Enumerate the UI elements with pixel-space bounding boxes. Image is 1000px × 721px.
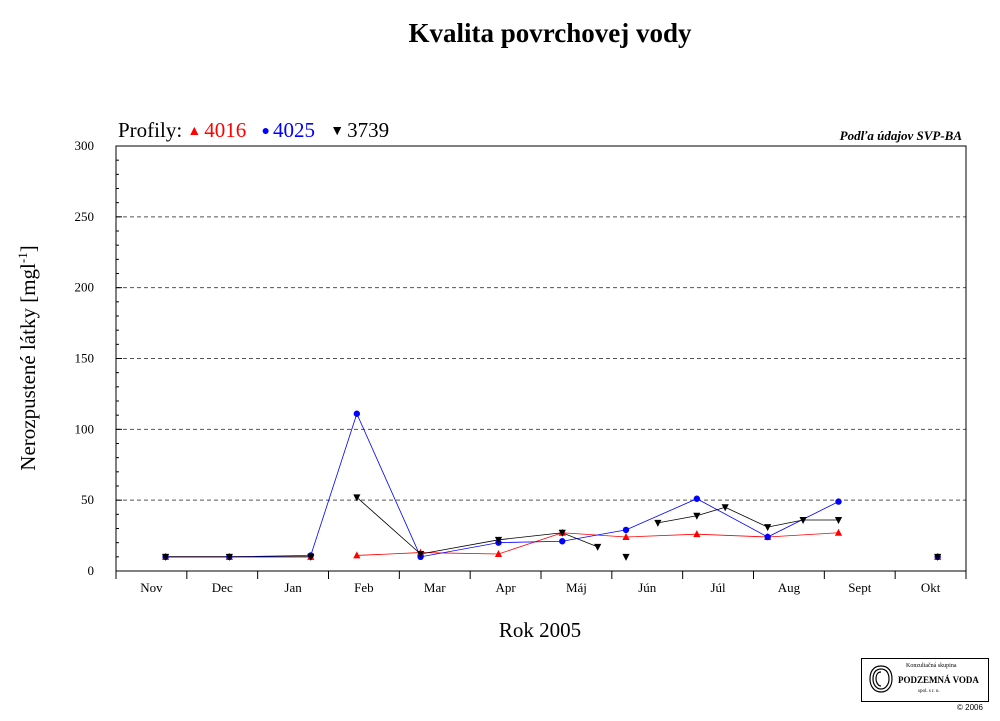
legend-item-4016: ▲ 4016 <box>187 118 251 142</box>
legend-item-label: 4025 <box>273 118 315 142</box>
x-tick-label: Júl <box>710 580 726 595</box>
data-point <box>225 553 233 561</box>
data-point <box>559 538 566 545</box>
y-tick-label: 250 <box>75 209 95 224</box>
logo-line2: PODZEMNÁ VODA <box>898 675 979 685</box>
logo-symbol-icon <box>869 665 893 693</box>
data-point <box>693 495 701 502</box>
data-point <box>416 551 425 558</box>
data-point <box>934 553 942 561</box>
data-point <box>353 494 361 502</box>
x-tick-label: Jan <box>284 580 302 595</box>
triangle-down-icon: ▼ <box>330 124 345 139</box>
data-point <box>494 550 503 557</box>
y-tick-label: 50 <box>81 492 94 507</box>
x-tick-label: Okt <box>921 580 941 595</box>
data-point <box>693 530 701 538</box>
triangle-up-icon: ▲ <box>187 124 202 139</box>
company-logo: Konzultačná skupina PODZEMNÁ VODA spol. … <box>861 658 989 702</box>
x-tick-label: Máj <box>566 580 587 595</box>
y-tick-label: 300 <box>75 138 95 153</box>
legend-item-label: 4016 <box>204 118 247 142</box>
x-tick-label: Aug <box>778 580 801 595</box>
y-tick-label: 200 <box>75 280 95 295</box>
y-tick-label: 100 <box>75 421 95 436</box>
data-point <box>307 553 315 561</box>
data-point <box>353 410 361 417</box>
data-point <box>834 528 843 536</box>
logo-line3: spol. s r. o. <box>918 689 940 694</box>
series-line-3739 <box>657 506 839 528</box>
series-line-4016 <box>356 532 839 556</box>
data-point <box>693 512 701 520</box>
series-line-4025 <box>165 412 839 558</box>
x-axis-label: Rok 2005 <box>498 618 582 642</box>
data-point <box>654 519 662 527</box>
copyright: © 2006 <box>957 703 983 712</box>
logo-line1: Konzultačná skupina <box>906 663 957 669</box>
x-tick-label: Feb <box>354 580 374 595</box>
legend: Profily: ▲ 4016 ● 4025 ▼ 3739 <box>118 118 399 143</box>
data-point <box>835 498 842 505</box>
source-note: Podľa údajov SVP-BA <box>839 128 962 143</box>
data-point <box>799 517 807 524</box>
data-point <box>494 536 503 544</box>
x-tick-label: Nov <box>140 580 163 595</box>
circle-icon: ● <box>261 124 270 139</box>
data-point <box>622 526 630 534</box>
data-point <box>834 517 843 524</box>
x-tick-label: Dec <box>212 580 233 595</box>
legend-item-4025: ● 4025 <box>262 118 321 142</box>
data-point <box>622 553 630 561</box>
legend-item-label: 3739 <box>347 118 390 142</box>
x-tick-label: Jún <box>638 580 657 595</box>
legend-item-3739: ▼ 3739 <box>330 118 389 142</box>
data-point <box>161 553 170 561</box>
y-tick-label: 150 <box>75 351 95 366</box>
y-tick-label: 0 <box>88 563 95 578</box>
data-point <box>764 533 771 541</box>
x-tick-label: Mar <box>424 580 446 595</box>
x-tick-label: Sept <box>848 580 872 595</box>
data-point <box>622 533 630 540</box>
data-point <box>558 529 566 537</box>
data-point <box>721 504 729 512</box>
data-point <box>353 551 361 559</box>
data-point <box>594 543 602 551</box>
chart-title: Kvalita povrchovej vody <box>408 18 692 48</box>
x-tick-label: Apr <box>495 580 516 595</box>
data-point <box>764 524 772 532</box>
series-line-3739 <box>356 497 598 555</box>
legend-label: Profily: <box>118 118 183 142</box>
